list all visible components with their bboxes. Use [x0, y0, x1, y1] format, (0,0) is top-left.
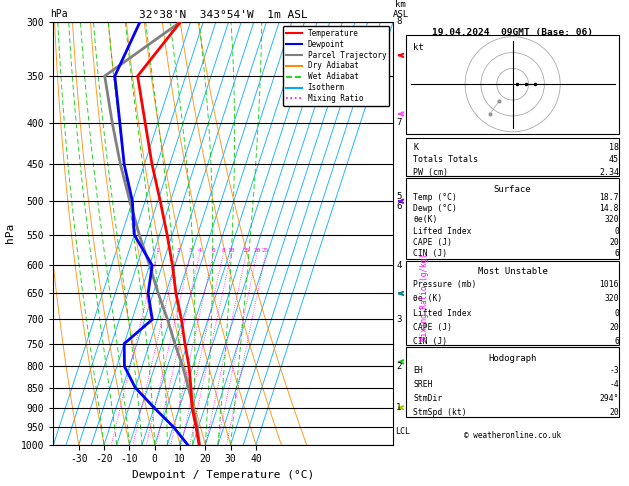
- Text: CIN (J): CIN (J): [413, 249, 447, 258]
- Text: SREH: SREH: [413, 380, 433, 389]
- Text: km
ASL: km ASL: [392, 0, 409, 19]
- Text: -4: -4: [610, 380, 619, 389]
- Text: PW (cm): PW (cm): [413, 168, 448, 177]
- Text: θe(K): θe(K): [413, 215, 437, 225]
- Text: Mixing Ratio (g/kg): Mixing Ratio (g/kg): [420, 253, 429, 341]
- Text: 2: 2: [176, 248, 180, 253]
- Text: Surface: Surface: [494, 185, 532, 193]
- Bar: [406, 178, 619, 259]
- Text: CAPE (J): CAPE (J): [413, 238, 452, 247]
- Text: 8: 8: [221, 248, 225, 253]
- Text: kt: kt: [413, 43, 424, 52]
- Title: 32°38'N  343°54'W  1m ASL: 32°38'N 343°54'W 1m ASL: [139, 10, 308, 20]
- Text: 2: 2: [396, 362, 402, 371]
- Text: Lifted Index: Lifted Index: [413, 226, 472, 236]
- Text: θe (K): θe (K): [413, 295, 442, 303]
- Y-axis label: hPa: hPa: [6, 223, 15, 243]
- Text: 15: 15: [242, 248, 250, 253]
- Text: EH: EH: [413, 365, 423, 375]
- Text: 0: 0: [614, 226, 619, 236]
- Text: Hodograph: Hodograph: [489, 354, 537, 363]
- Text: 25: 25: [262, 248, 269, 253]
- Text: hPa: hPa: [50, 9, 68, 19]
- Text: 20: 20: [253, 248, 261, 253]
- Text: Dewp (°C): Dewp (°C): [413, 204, 457, 213]
- Text: 4: 4: [198, 248, 202, 253]
- Legend: Temperature, Dewpoint, Parcel Trajectory, Dry Adiabat, Wet Adiabat, Isotherm, Mi: Temperature, Dewpoint, Parcel Trajectory…: [283, 26, 389, 106]
- Text: Lifted Index: Lifted Index: [413, 309, 472, 318]
- Text: 19.04.2024  09GMT (Base: 06): 19.04.2024 09GMT (Base: 06): [432, 28, 593, 37]
- Text: Most Unstable: Most Unstable: [477, 267, 548, 276]
- Text: 6: 6: [614, 249, 619, 258]
- Text: Pressure (mb): Pressure (mb): [413, 280, 476, 289]
- Text: CIN (J): CIN (J): [413, 337, 447, 347]
- Text: 320: 320: [604, 295, 619, 303]
- Text: 2.34: 2.34: [599, 168, 619, 177]
- Bar: [406, 35, 619, 134]
- Text: 18: 18: [609, 142, 619, 152]
- Text: Temp (°C): Temp (°C): [413, 193, 457, 202]
- Text: StmDir: StmDir: [413, 394, 442, 403]
- Text: 18.7: 18.7: [599, 193, 619, 202]
- Text: 1: 1: [155, 248, 159, 253]
- Text: 14.8: 14.8: [599, 204, 619, 213]
- Text: 10: 10: [228, 248, 235, 253]
- Text: 4: 4: [396, 261, 402, 270]
- Text: StmSpd (kt): StmSpd (kt): [413, 408, 467, 417]
- Text: 20: 20: [610, 323, 619, 332]
- Text: 3: 3: [189, 248, 192, 253]
- Text: 320: 320: [604, 215, 619, 225]
- Text: 20: 20: [610, 238, 619, 247]
- Text: 6: 6: [211, 248, 215, 253]
- Text: 5
6: 5 6: [396, 191, 402, 211]
- Text: © weatheronline.co.uk: © weatheronline.co.uk: [464, 432, 561, 440]
- Text: 8: 8: [396, 17, 402, 26]
- Bar: [406, 138, 619, 176]
- Text: 45: 45: [609, 155, 619, 164]
- Text: 6: 6: [614, 337, 619, 347]
- Text: LCL: LCL: [395, 427, 410, 435]
- Bar: [406, 347, 619, 417]
- Text: CAPE (J): CAPE (J): [413, 323, 452, 332]
- Text: 20: 20: [610, 408, 619, 417]
- Text: -3: -3: [610, 365, 619, 375]
- X-axis label: Dewpoint / Temperature (°C): Dewpoint / Temperature (°C): [132, 470, 314, 480]
- Text: 0: 0: [614, 309, 619, 318]
- Text: 1: 1: [396, 403, 402, 412]
- Text: 3: 3: [396, 315, 402, 324]
- Text: Totals Totals: Totals Totals: [413, 155, 478, 164]
- Text: 294°: 294°: [599, 394, 619, 403]
- Text: K: K: [413, 142, 418, 152]
- Text: 7: 7: [396, 119, 402, 127]
- Text: 1016: 1016: [599, 280, 619, 289]
- Bar: [406, 261, 619, 346]
